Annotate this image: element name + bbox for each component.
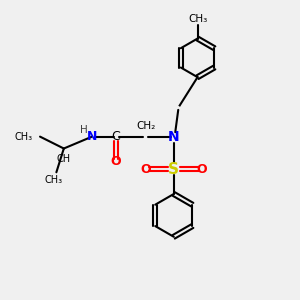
Text: O: O [197,163,207,176]
Text: CH: CH [57,154,71,164]
Text: C: C [111,130,120,143]
Text: O: O [110,155,121,168]
Text: O: O [140,163,151,176]
Text: S: S [168,162,179,177]
Text: CH₂: CH₂ [136,121,155,131]
Text: CH₃: CH₃ [44,175,62,185]
Text: N: N [168,130,180,144]
Text: CH₃: CH₃ [188,14,207,24]
Text: H: H [80,125,88,135]
Text: N: N [87,130,97,143]
Text: CH₃: CH₃ [14,132,33,142]
